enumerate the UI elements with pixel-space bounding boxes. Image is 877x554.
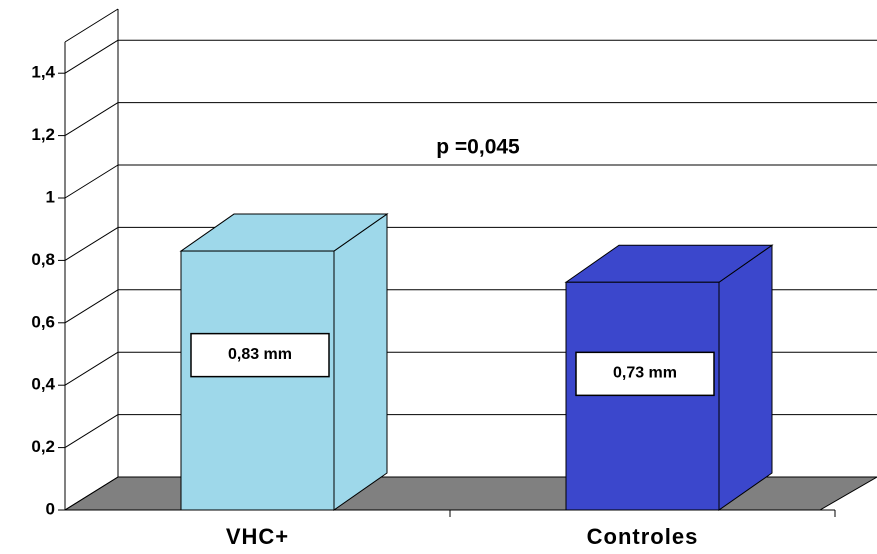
y-tick-label: 0 [46,499,55,518]
y-tick-label: 1,2 [31,125,55,144]
grid-line [64,102,119,137]
y-tick-label: 0,6 [31,312,55,331]
wall-edge [64,8,119,43]
value-label: 0,83 mm [228,346,292,363]
y-tick-label: 0,2 [31,437,55,456]
y-tick-label: 0,4 [31,375,55,394]
grid-line [64,289,119,324]
value-label: 0,73 mm [613,365,677,382]
bar [180,250,335,511]
x-tick-label: Controles [587,524,699,549]
value-label-box [190,332,330,378]
grid-line [64,164,119,199]
grid-line [64,226,119,261]
bar-side [718,244,773,511]
grid-line [64,476,119,511]
value-label-box [575,351,715,397]
grid-line [64,414,119,449]
grid-line [64,39,119,74]
y-tick-label: 0,8 [31,250,55,269]
bar [565,281,720,511]
grid-line [64,351,119,386]
annotation: p =0,045 [436,136,520,159]
x-tick-label: VHC+ [226,524,289,549]
y-tick-label: 1 [46,187,55,206]
y-tick-label: 1,4 [31,63,55,82]
bar-side [333,213,388,511]
